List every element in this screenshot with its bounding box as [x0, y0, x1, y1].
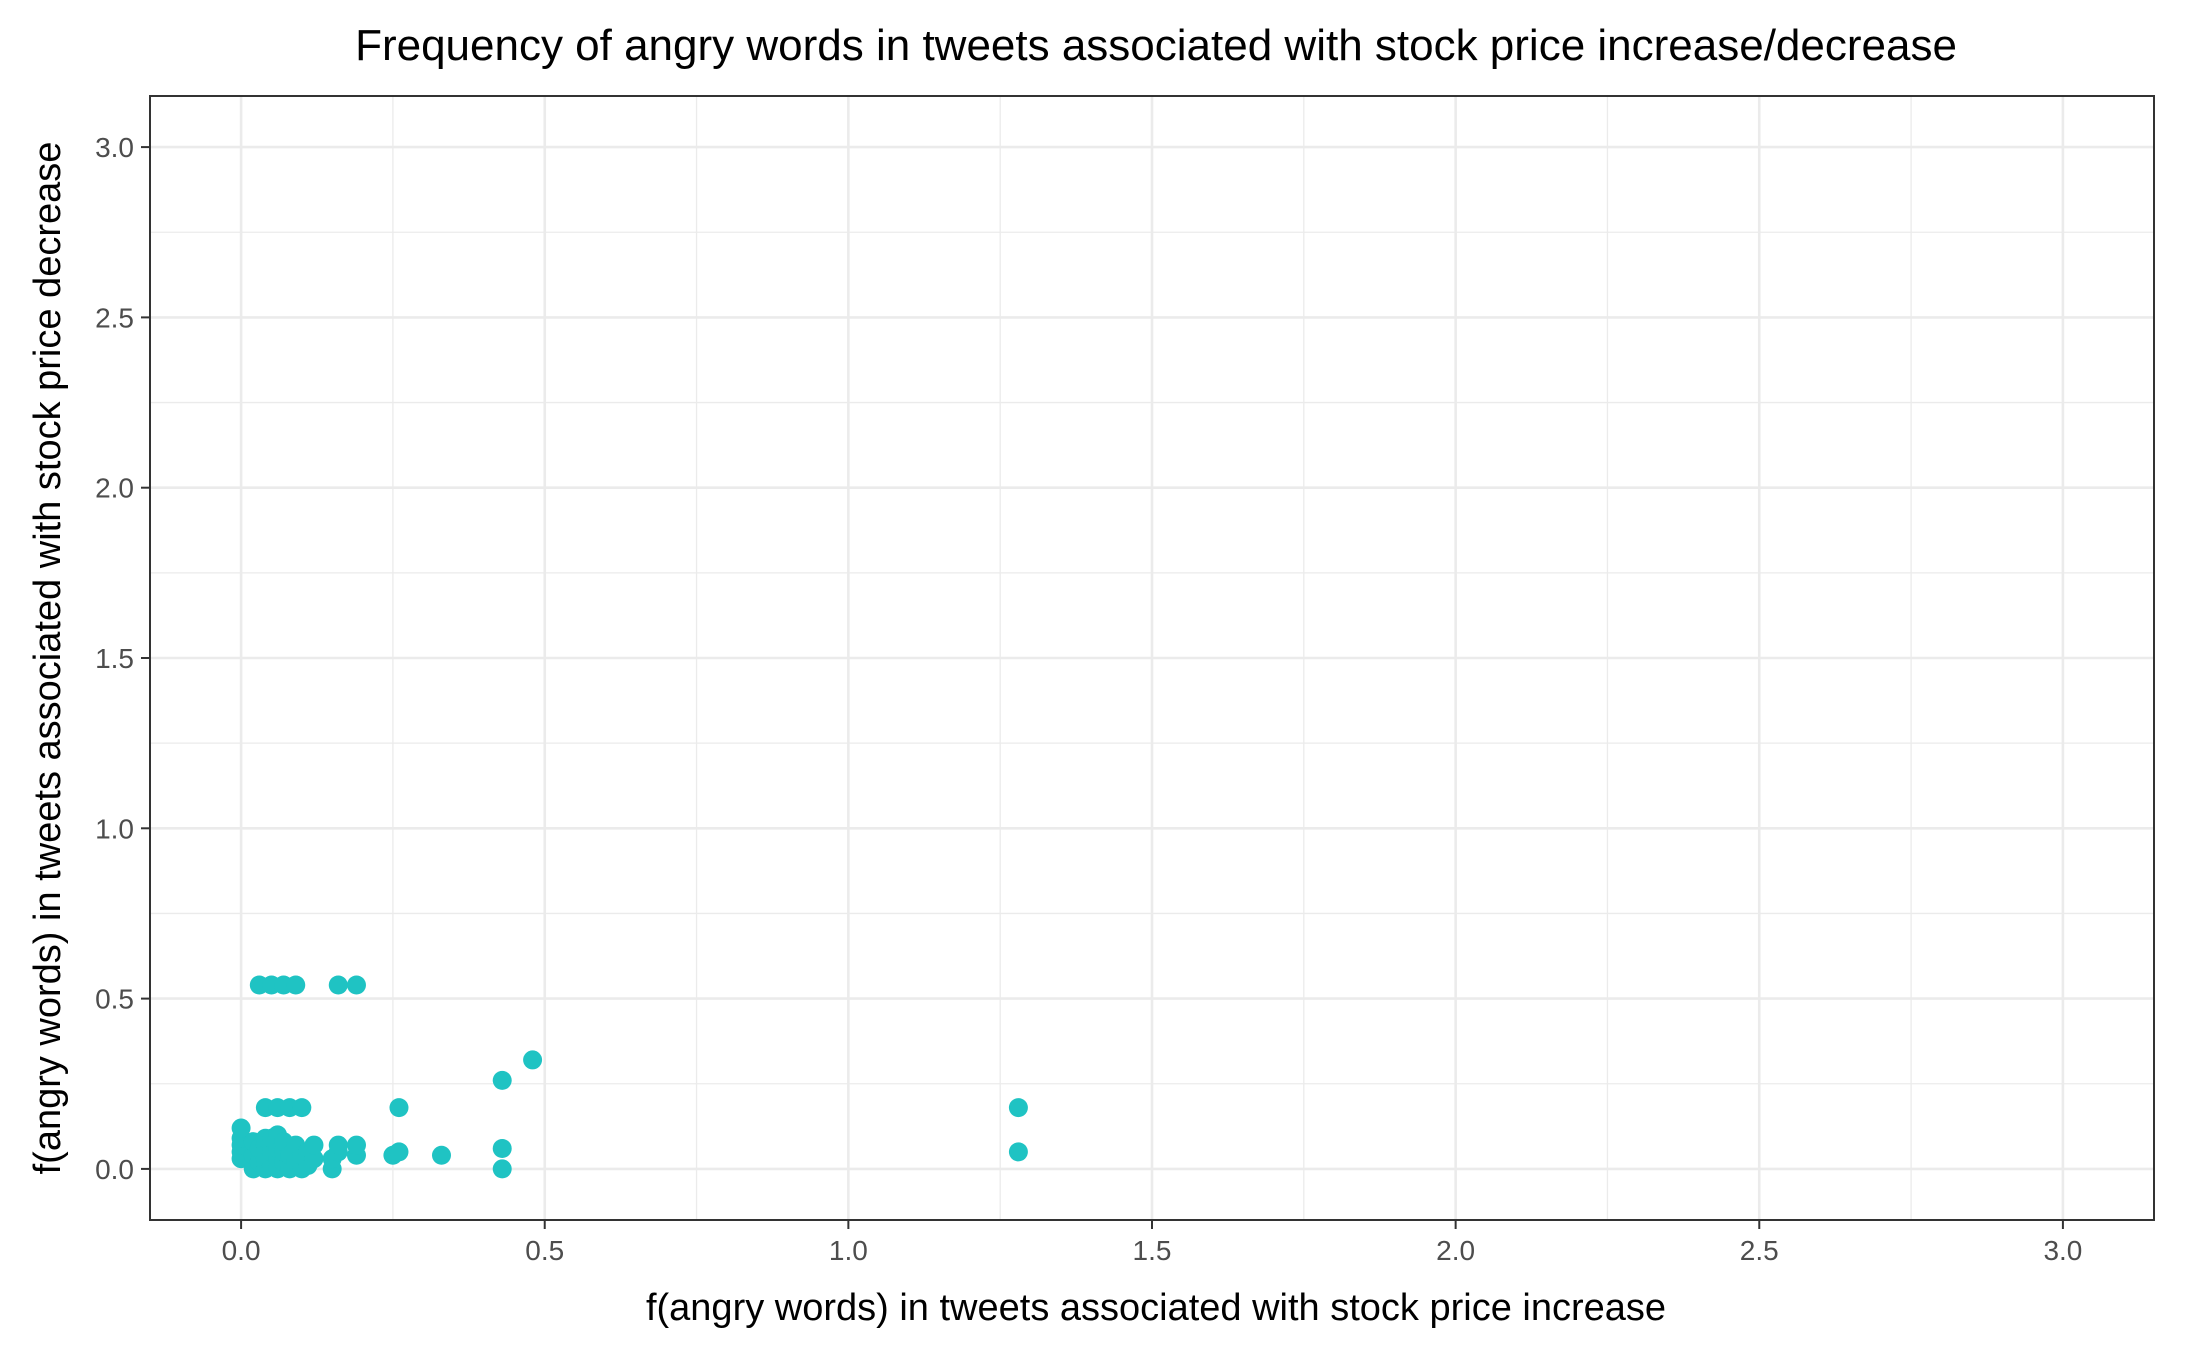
y-tick-label: 0.0 [95, 1154, 134, 1185]
y-tick-label: 0.5 [95, 984, 134, 1015]
scatter-point [346, 975, 366, 995]
x-tick-label: 2.5 [1740, 1235, 1779, 1266]
scatter-point [304, 1135, 324, 1155]
y-tick-label: 1.0 [95, 813, 134, 844]
scatter-point [328, 975, 348, 995]
scatter-point [492, 1138, 512, 1158]
y-tick-label: 2.5 [95, 302, 134, 333]
scatter-point [231, 1118, 251, 1138]
x-tick-label: 3.0 [2043, 1235, 2082, 1266]
y-axis-ticks: 0.0 0.5 1.0 1.5 2.0 2.5 3.0 [95, 132, 150, 1185]
scatter-point [328, 1135, 348, 1155]
data-points [231, 975, 1028, 1179]
scatter-point [523, 1050, 543, 1070]
scatter-point [389, 1142, 409, 1162]
x-tick-label: 2.0 [1436, 1235, 1475, 1266]
x-tick-label: 0.5 [525, 1235, 564, 1266]
chart-title: Frequency of angry words in tweets assoc… [355, 21, 1957, 70]
scatter-point [389, 1098, 409, 1118]
y-axis-label: f(angry words) in tweets associated with… [27, 142, 69, 1175]
scatter-point [492, 1070, 512, 1090]
scatter-point [431, 1145, 451, 1165]
scatter-point [492, 1159, 512, 1179]
y-tick-label: 3.0 [95, 132, 134, 163]
x-axis-label: f(angry words) in tweets associated with… [646, 1287, 1666, 1329]
scatter-point [286, 975, 306, 995]
gridlines [150, 96, 2154, 1220]
scatter-point [304, 1149, 324, 1169]
x-tick-label: 0.0 [222, 1235, 261, 1266]
x-axis-ticks: 0.0 0.5 1.0 1.5 2.0 2.5 3.0 [222, 1220, 2082, 1266]
y-tick-label: 1.5 [95, 643, 134, 674]
scatter-point [1008, 1098, 1028, 1118]
scatter-point [1008, 1142, 1028, 1162]
x-tick-label: 1.5 [1133, 1235, 1172, 1266]
scatter-point [292, 1098, 312, 1118]
x-tick-label: 1.0 [829, 1235, 868, 1266]
scatter-point [346, 1135, 366, 1155]
y-tick-label: 2.0 [95, 473, 134, 504]
